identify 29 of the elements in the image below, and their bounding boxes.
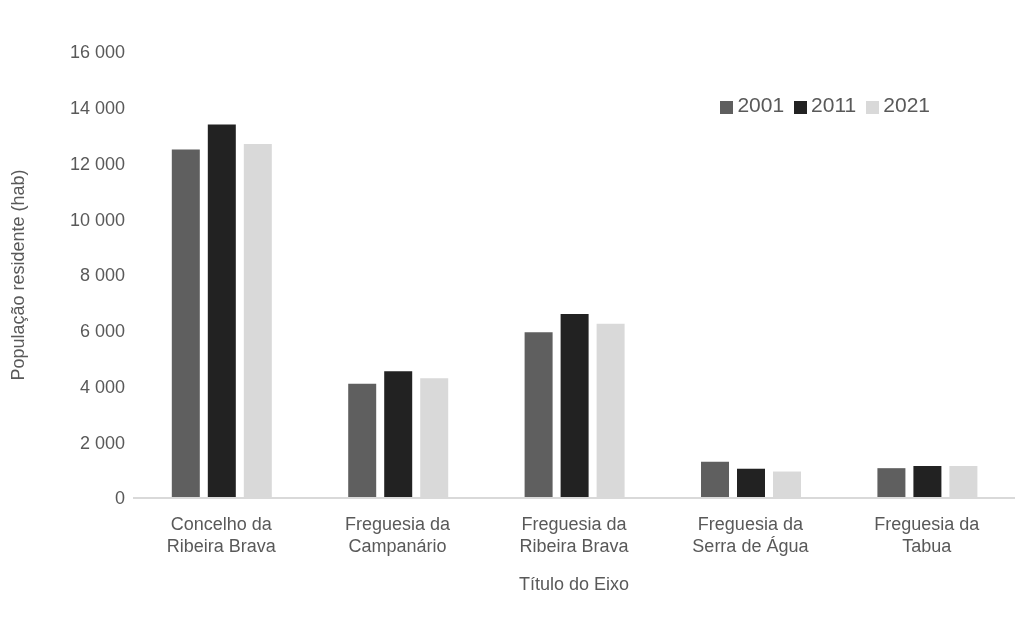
y-tick-label: 0 <box>114 488 125 509</box>
bar <box>207 124 236 498</box>
x-tick-label: Freguesia da Serra de Água <box>692 514 810 556</box>
legend-label: 2011 <box>811 93 857 116</box>
bar <box>524 332 553 498</box>
bar <box>737 468 766 498</box>
legend-label: 2001 <box>737 93 785 116</box>
y-tick-label: 16 000 <box>69 42 125 63</box>
x-tick-label: Freguesia da Tabua <box>874 514 981 556</box>
x-tick-label: Concelho da Ribeira Brava <box>166 514 277 556</box>
y-tick-label: 14 000 <box>69 98 125 119</box>
legend-label: 2021 <box>883 93 930 116</box>
y-tick-label: 2 000 <box>79 432 125 453</box>
bar <box>701 461 730 498</box>
bar <box>384 371 413 498</box>
bar <box>877 468 906 498</box>
x-tick-label: Freguesia da Campanário <box>345 514 452 556</box>
x-axis-title: Título do Eixo <box>518 574 630 594</box>
y-axis-title: População residente (hab) <box>8 169 29 381</box>
y-tick-label: 8 000 <box>79 265 125 286</box>
bar <box>913 465 942 498</box>
y-tick-label: 4 000 <box>79 376 125 397</box>
y-tick-label: 12 000 <box>69 153 125 174</box>
bar <box>348 383 377 498</box>
x-tick-label: Freguesia da Ribeira Brava <box>519 514 630 556</box>
bar <box>171 149 200 498</box>
y-tick-label: 6 000 <box>79 321 125 342</box>
bar <box>560 314 589 498</box>
y-tick-label: 10 000 <box>69 209 125 230</box>
